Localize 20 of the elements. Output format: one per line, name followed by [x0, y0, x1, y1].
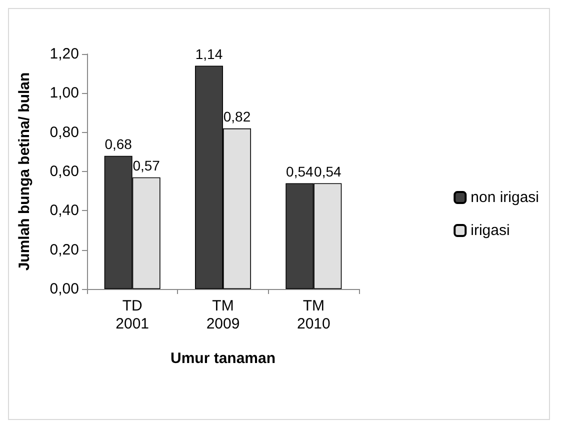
y-tick-label: 0,80 [50, 124, 79, 141]
data-label: 0,54 [314, 163, 342, 180]
legend-label: non irigasi [470, 189, 540, 206]
y-axis-title: Jumlah bunga betina/ bulan [16, 72, 33, 271]
data-label: 0,54 [286, 163, 314, 180]
x-axis-title: Umur tanaman [170, 350, 276, 367]
x-tick-label: TD 2001 [116, 298, 150, 332]
data-label: 0,57 [132, 157, 160, 174]
data-label: 0,82 [223, 108, 251, 124]
y-tick-label: 0,20 [50, 241, 79, 258]
legend-label: irigasi [470, 222, 510, 239]
y-tick-label: 1,20 [50, 46, 79, 62]
data-label: 1,14 [195, 46, 223, 62]
x-tick-label: TM 2009 [206, 298, 240, 332]
data-label: 0,68 [104, 136, 132, 152]
y-tick-label: 0,00 [50, 280, 79, 298]
y-tick-label: 0,60 [50, 163, 79, 180]
y-tick-label: 1,00 [50, 84, 79, 102]
y-tick-label: 0,40 [50, 202, 79, 220]
x-tick-label: TM 2010 [296, 298, 330, 332]
